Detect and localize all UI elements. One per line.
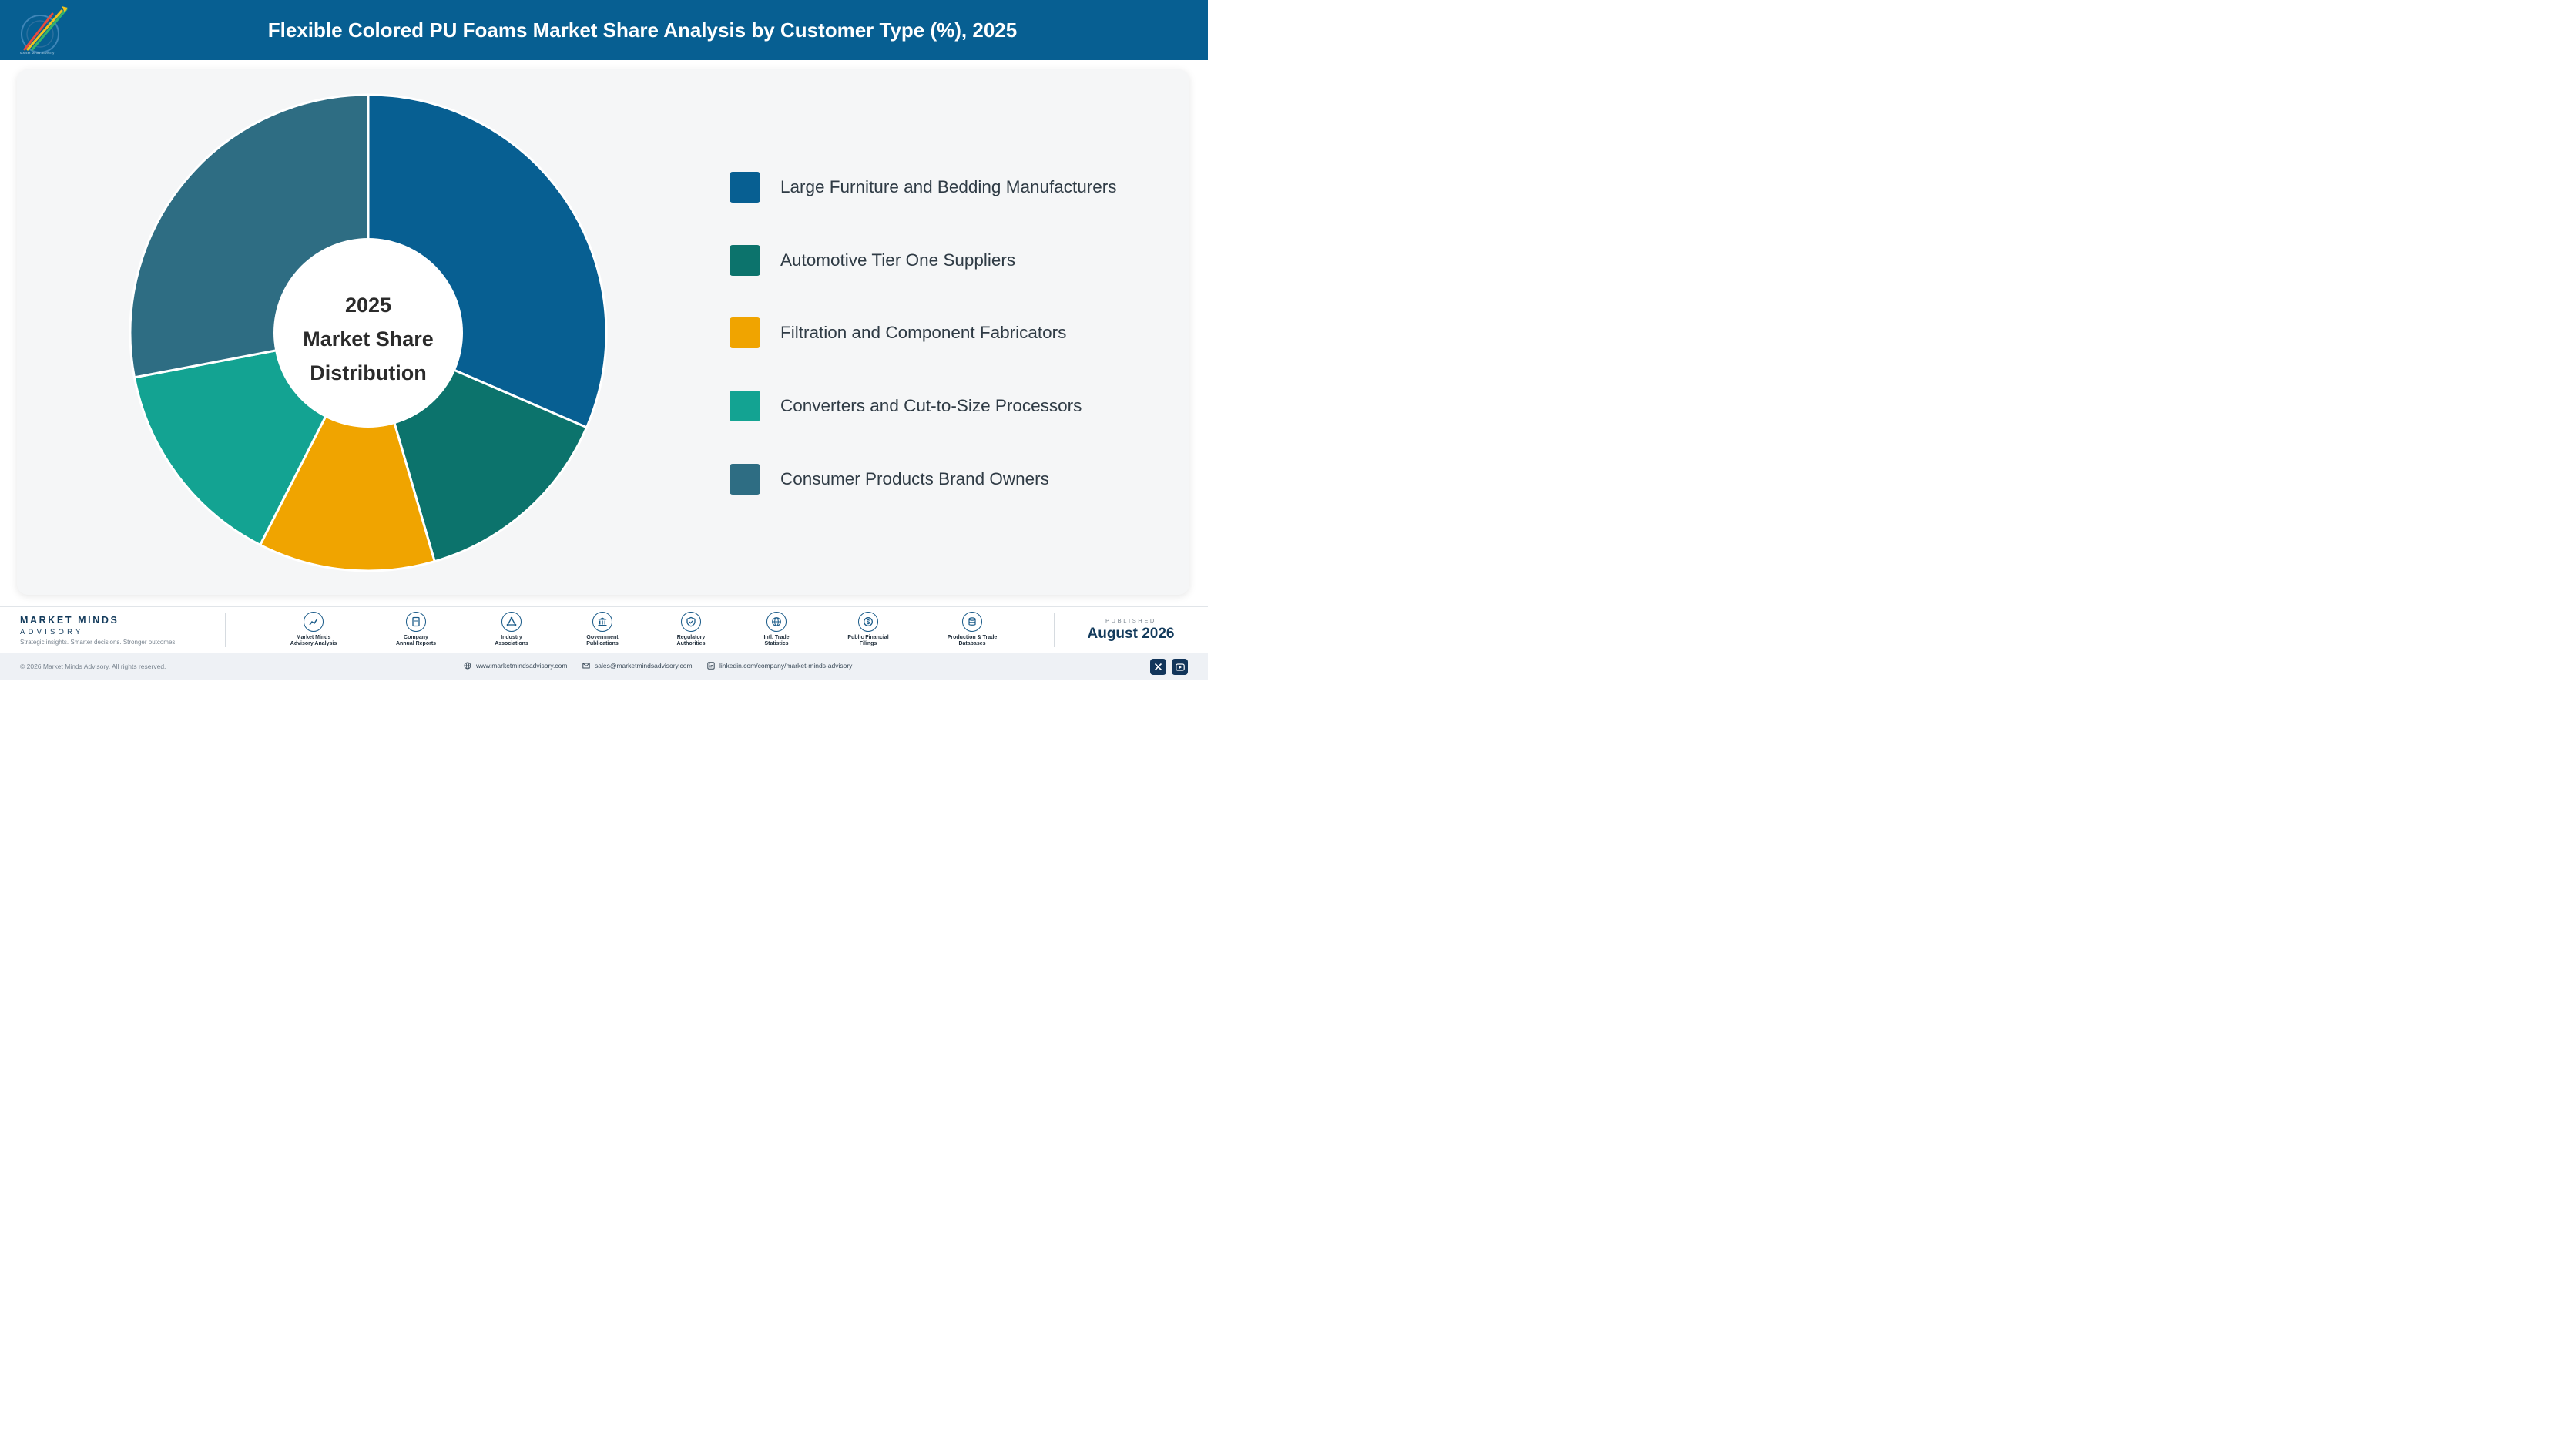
published-label: PUBLISHED (1105, 617, 1156, 624)
youtube-icon (1175, 663, 1185, 671)
legend-swatch (730, 391, 760, 421)
legend-swatch (730, 464, 760, 495)
legend-label: Filtration and Component Fabricators (780, 323, 1067, 342)
source-label: Company Annual Reports (395, 635, 437, 646)
legend-item: Large Furniture and Bedding Manufacturer… (730, 172, 1161, 203)
source-label: Market Minds Advisory Analysis (290, 635, 337, 646)
bottom-bar: © 2026 Market Minds Advisory. All rights… (0, 653, 1208, 680)
pie-slice (258, 329, 437, 572)
legend-label: Converters and Cut-to-Size Processors (780, 396, 1082, 415)
divider (1054, 613, 1055, 647)
email-text: sales@marketmindsadvisory.com (595, 662, 693, 670)
coin-icon: $ (858, 612, 878, 632)
center-label-line2: Market Share (303, 327, 434, 351)
globe-icon (464, 662, 471, 670)
chart-card: 2025 Market Share Distribution (17, 69, 1189, 595)
legend-item: Automotive Tier One Suppliers (730, 245, 1161, 276)
source-trade-statistics[interactable]: Intl. Trade Statistics (734, 612, 819, 647)
database-icon (962, 612, 982, 632)
header-bar: Market Minds Advisory Flexible Colored P… (0, 0, 1208, 60)
source-label: Government Publications (586, 635, 619, 646)
x-social-button[interactable] (1150, 659, 1166, 675)
youtube-social-button[interactable] (1172, 659, 1188, 675)
website-link[interactable]: www.marketmindsadvisory.com (464, 662, 567, 670)
divider (225, 613, 226, 647)
legend-item: Consumer Products Brand Owners (730, 464, 1161, 495)
legend-swatch (730, 245, 760, 276)
legend-label: Large Furniture and Bedding Manufacturer… (780, 177, 1117, 196)
network-icon (501, 612, 522, 632)
brand-name: MARKET MINDS (20, 615, 119, 626)
chart-line-icon (304, 612, 324, 632)
source-label: Intl. Trade Statistics (763, 635, 790, 646)
published-date: August 2026 (1087, 626, 1175, 642)
legend-swatch (730, 317, 760, 348)
source-label: Industry Associations (495, 635, 528, 646)
source-industry-associations[interactable]: Industry Associations (469, 612, 554, 647)
legend-item: Filtration and Component Fabricators (730, 317, 1161, 348)
footer: MARKET MINDS ADVISORY Strategic insights… (0, 606, 1208, 653)
svg-text:$: $ (867, 619, 870, 626)
center-label-year: 2025 (345, 294, 391, 317)
email-link[interactable]: sales@marketmindsadvisory.com (582, 662, 693, 670)
source-regulatory[interactable]: Regulatory Authorities (649, 612, 733, 647)
brand-subtitle: ADVISORY (20, 628, 84, 636)
page-title: Flexible Colored PU Foams Market Share A… (267, 18, 1018, 42)
source-financial-filings[interactable]: $ Public Financial Filings (826, 612, 911, 647)
logo-caption: Market Minds Advisory (20, 51, 55, 55)
document-icon (406, 612, 426, 632)
linkedin-link[interactable]: linkedin.com/company/market-minds-adviso… (707, 662, 852, 670)
website-text: www.marketmindsadvisory.com (476, 662, 568, 670)
logo-icon (21, 6, 68, 53)
source-label: Production & Trade Databases (947, 635, 998, 646)
source-label: Public Financial Filings (847, 635, 889, 646)
legend-label: Automotive Tier One Suppliers (780, 250, 1016, 270)
x-icon (1154, 663, 1162, 671)
legend-swatch (730, 172, 760, 203)
linkedin-text: linkedin.com/company/market-minds-adviso… (719, 662, 853, 670)
source-market-minds[interactable]: Market Minds Advisory Analysis (271, 612, 356, 647)
source-annual-reports[interactable]: Company Annual Reports (374, 612, 458, 647)
globe-icon (766, 612, 787, 632)
source-government[interactable]: Government Publications (560, 612, 645, 647)
shield-icon (681, 612, 701, 632)
linkedin-icon (707, 662, 715, 670)
pie-chart: 2025 Market Share Distribution (129, 93, 608, 572)
copyright-text: © 2026 Market Minds Advisory. All rights… (20, 663, 166, 670)
source-trade-databases[interactable]: Production & Trade Databases (930, 612, 1015, 647)
legend-label: Consumer Products Brand Owners (780, 469, 1049, 488)
building-icon (592, 612, 612, 632)
source-label: Regulatory Authorities (676, 635, 706, 646)
center-label-line3: Distribution (310, 361, 426, 384)
donut-hole (273, 238, 463, 428)
mail-icon (582, 663, 590, 669)
brand-tagline: Strategic insights. Smarter decisions. S… (20, 639, 177, 646)
legend-item: Converters and Cut-to-Size Processors (730, 391, 1161, 421)
